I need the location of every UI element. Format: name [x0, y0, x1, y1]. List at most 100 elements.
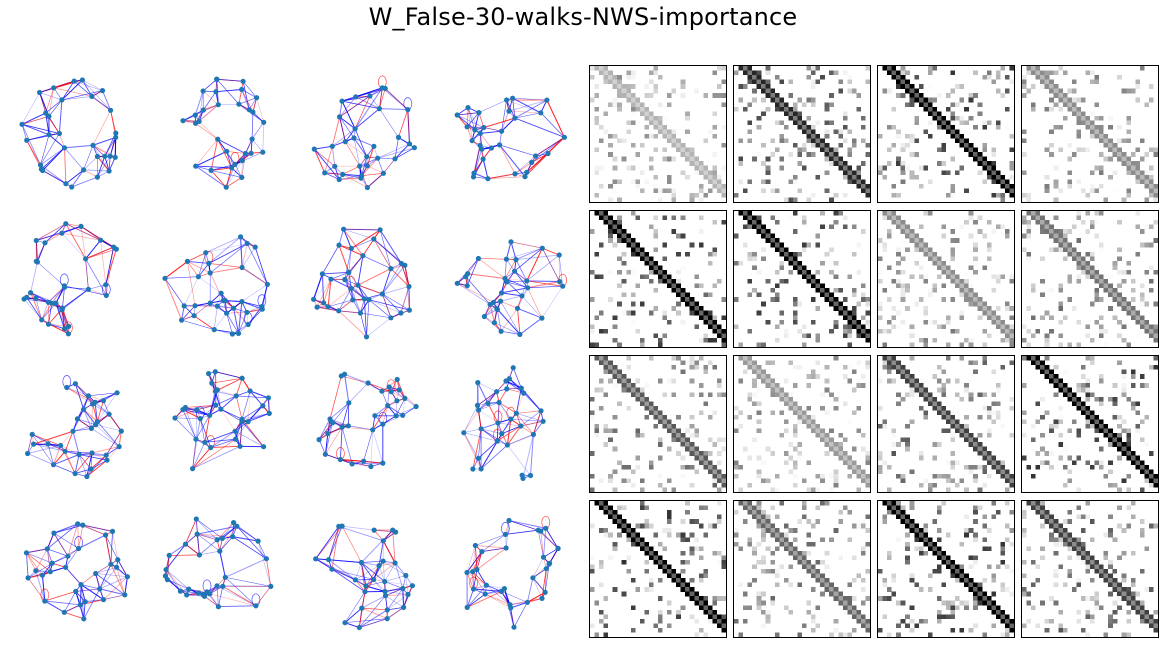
graph-node	[113, 130, 119, 136]
positive-edge	[182, 409, 197, 440]
matrix-cell	[685, 446, 690, 452]
matrix-cell	[829, 269, 834, 275]
negative-edge	[400, 263, 410, 287]
positive-edge	[41, 575, 46, 602]
negative-edge	[26, 548, 48, 554]
matrix-cell	[860, 446, 866, 452]
negative-edge	[60, 445, 80, 455]
positive-edge	[348, 425, 373, 431]
matrix-cell	[1112, 143, 1118, 148]
matrix-cell	[811, 428, 816, 434]
negative-edge	[83, 408, 98, 422]
matrix-cell	[707, 451, 713, 456]
matrix-cell	[815, 283, 821, 289]
negative-edge	[520, 420, 544, 427]
matrix-cell	[842, 138, 848, 144]
matrix-cell	[1126, 138, 1131, 144]
matrix-cell	[662, 487, 668, 492]
matrix-cell	[923, 165, 928, 171]
matrix-cell	[806, 419, 812, 425]
negative-edge	[187, 260, 211, 274]
matrix-cell	[860, 292, 866, 298]
positive-edge	[41, 319, 65, 330]
matrix-cell	[783, 251, 789, 257]
matrix-cell	[1139, 292, 1145, 298]
graph-node	[62, 448, 68, 454]
positive-edge	[521, 295, 543, 319]
matrix-cell	[833, 274, 839, 280]
matrix-cell	[621, 464, 627, 470]
matrix-cell	[676, 147, 681, 153]
matrix-cell	[716, 179, 722, 184]
positive-edge	[109, 137, 117, 157]
matrix-cell	[774, 120, 780, 126]
matrix-cell	[1058, 301, 1063, 307]
matrix-cell	[909, 383, 915, 388]
matrix-cell	[860, 478, 866, 484]
matrix-cell	[1031, 66, 1036, 71]
positive-edge	[384, 591, 409, 595]
matrix-cell	[909, 84, 915, 89]
matrix-cell	[676, 279, 681, 284]
graph-node	[50, 462, 57, 468]
matrix-cell	[639, 274, 645, 280]
positive-edge	[241, 89, 250, 110]
matrix-cell	[644, 396, 650, 402]
graph-node	[254, 95, 260, 101]
matrix-cell	[1099, 134, 1104, 139]
positive-edge	[204, 438, 236, 443]
negative-edge	[466, 572, 474, 590]
matrix-cell	[617, 138, 622, 144]
matrix-cell	[909, 238, 915, 243]
matrix-cell	[788, 442, 794, 447]
matrix-cell	[765, 233, 771, 239]
graph-node	[382, 593, 389, 599]
matrix-cell	[946, 274, 951, 280]
positive-edge	[53, 532, 69, 557]
matrix-cell	[900, 75, 906, 80]
matrix-cell	[617, 374, 622, 379]
graph-node	[542, 589, 548, 595]
matrix-cell	[1153, 147, 1158, 153]
matrix-cell	[639, 106, 645, 112]
matrix-cell	[842, 324, 848, 329]
matrix-panel-r3-c2	[733, 355, 871, 493]
positive-edge	[206, 585, 223, 593]
matrix-cell	[833, 211, 839, 216]
matrix-cell	[761, 301, 766, 307]
positive-edge	[381, 293, 392, 318]
positive-edge	[382, 87, 409, 110]
matrix-cell	[824, 147, 830, 153]
matrix-cell	[761, 111, 766, 116]
positive-edge	[387, 386, 390, 406]
graph-node	[44, 546, 50, 552]
matrix-cell	[617, 79, 622, 85]
positive-edge	[97, 392, 118, 422]
positive-edge	[165, 569, 181, 592]
matrix-cell	[788, 401, 794, 406]
matrix-cell	[923, 247, 928, 252]
matrix-cell	[923, 342, 928, 347]
positive-edge	[71, 176, 98, 188]
matrix-cell	[1058, 288, 1063, 293]
matrix-cell	[630, 482, 636, 488]
matrix-cell	[964, 279, 969, 284]
positive-edge	[96, 156, 106, 178]
graph-node	[405, 591, 411, 598]
positive-edge	[199, 539, 218, 556]
matrix-cell	[648, 310, 654, 316]
matrix-cell	[847, 342, 852, 347]
positive-edge	[26, 548, 48, 554]
matrix-cell	[783, 428, 789, 434]
positive-edge	[481, 534, 506, 552]
matrix-cell	[756, 342, 762, 347]
matrix-cell	[671, 433, 677, 438]
matrix-cell	[950, 111, 956, 116]
matrix-cell	[689, 424, 695, 429]
graph-node	[339, 98, 345, 104]
positive-edge	[85, 258, 89, 290]
positive-edge	[471, 112, 480, 141]
matrix-cell	[685, 442, 690, 447]
graph-node	[98, 237, 104, 243]
matrix-cell	[982, 301, 987, 307]
